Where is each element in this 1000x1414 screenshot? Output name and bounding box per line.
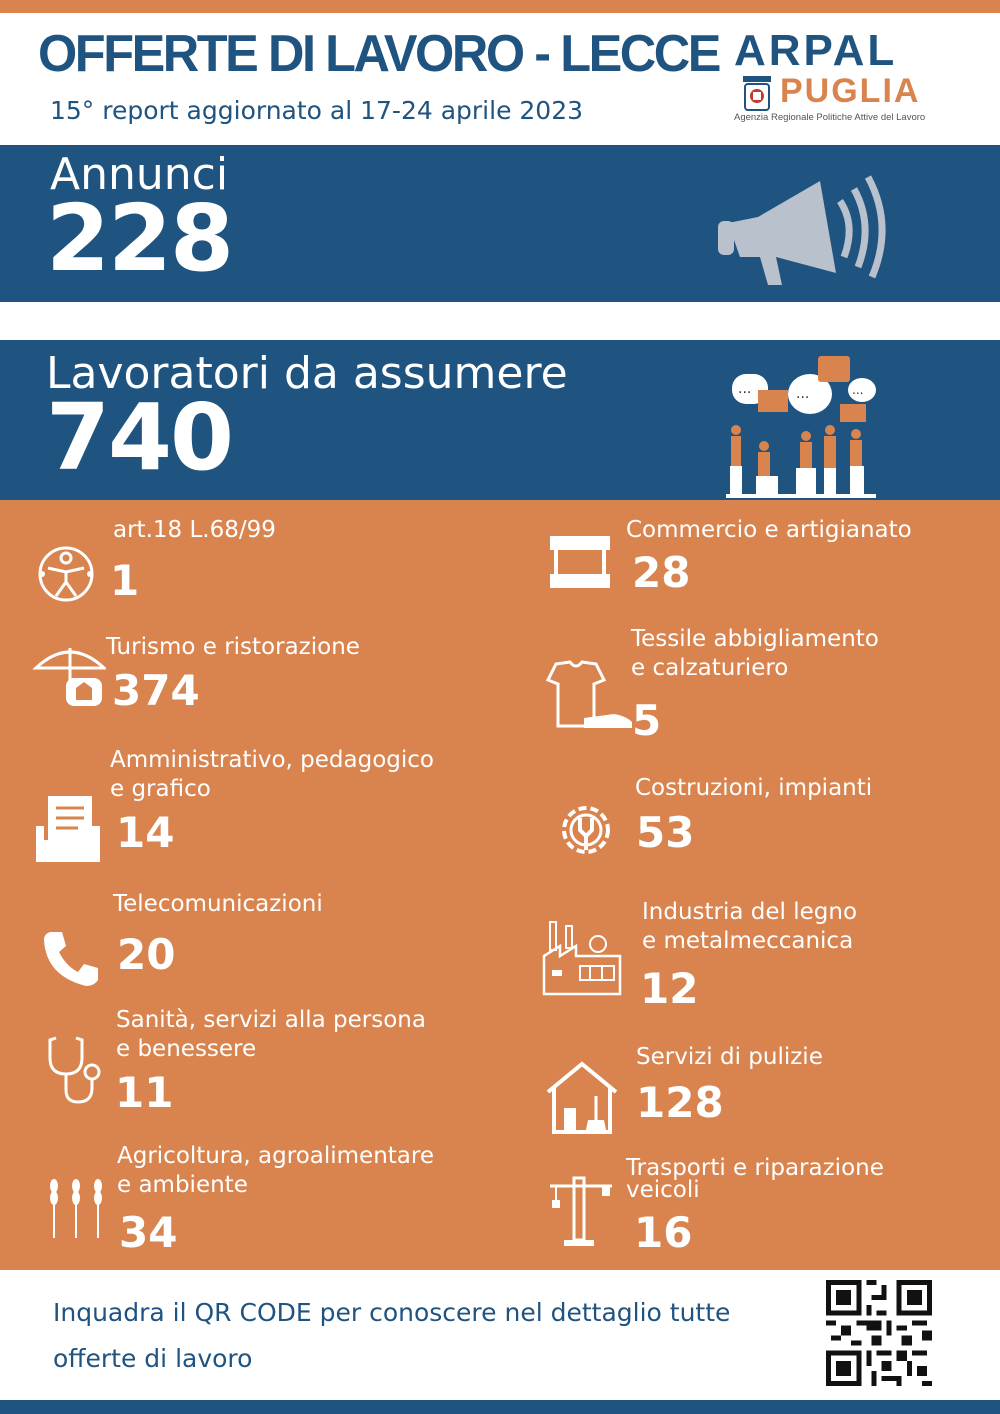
crane-icon [550,1176,612,1246]
category-label-commercio: Commercio e artigianato [626,517,912,543]
people-chat-icon: ... ... ... [726,356,876,498]
category-value-art18: 1 [110,556,140,605]
category-label-trasporti: Trasporti e riparazione veicoli [626,1155,884,1203]
category-label-tessile: Tessile abbigliamento e calzaturiero [631,626,879,681]
category-value-telecomunicazioni: 20 [117,930,176,979]
category-label-art18: art.18 L.68/99 [113,517,276,543]
category-value-agricoltura: 34 [119,1208,178,1257]
category-label-amministrativo: Amministrativo, pedagogico e grafico [110,747,434,802]
category-label-sanita: Sanità, servizi alla persona e benessere [116,1007,426,1062]
category-label-costruzioni: Costruzioni, impianti [635,775,873,801]
category-value-pulizie: 128 [636,1078,724,1127]
logo-name-bottom: PUGLIA [780,72,921,110]
accessibility-icon [38,546,94,602]
category-label-industria: Industria del legno e metalmeccanica [642,899,858,954]
shop-stall-icon [550,536,610,588]
megaphone-icon [718,175,886,285]
arpal-logo: ARPAL PUGLIA Agenzia Regionale Politiche… [728,24,928,134]
category-value-trasporti: 16 [634,1208,693,1257]
category-label-pulizie: Servizi di pulizie [636,1044,823,1070]
qr-code-icon[interactable] [826,1280,932,1386]
annunci-label: Annunci [50,149,229,200]
annunci-section: Annunci 228 [0,145,1000,302]
stethoscope-icon [48,1036,101,1104]
footer-qr-instructions: Inquadra il QR CODE per conoscere nel de… [53,1298,731,1373]
category-value-commercio: 28 [632,548,691,597]
svg-text:...: ... [796,386,809,402]
category-label-telecomunicazioni: Telecomunicazioni [113,891,323,917]
category-value-sanita: 11 [115,1068,174,1117]
category-value-amministrativo: 14 [116,808,175,857]
lavoratori-section: Lavoratori da assumere 740 ... ... ... [0,340,1000,500]
category-value-turismo: 374 [112,666,200,715]
annunci-value: 228 [46,185,234,292]
category-value-industria: 12 [640,964,699,1013]
wheat-icon [50,1179,102,1238]
beach-umbrella-icon [32,648,106,706]
category-value-costruzioni: 53 [636,808,695,857]
logo-tagline: Agenzia Regionale Politiche Attive del L… [734,112,926,123]
svg-text:...: ... [738,381,751,397]
logo-name-top: ARPAL [734,26,898,75]
puglia-emblem-icon [743,76,771,111]
phone-icon [44,932,98,986]
lavoratori-value: 740 [46,384,234,491]
document-tray-icon [36,796,100,862]
bottom-stripe [0,1400,1000,1414]
category-label-agricoltura: Agricoltura, agroalimentare e ambiente [117,1143,434,1198]
categories-panel: art.18 L.68/99 1 Commercio e artigianato… [0,500,1000,1270]
page-title: OFFERTE DI LAVORO - LECCE [38,25,721,83]
tshirt-shoe-icon [545,660,632,728]
category-label-turismo: Turismo e ristorazione [106,634,360,660]
svg-text:...: ... [852,383,863,397]
top-stripe [0,0,1000,13]
category-value-tessile: 5 [632,696,662,745]
lavoratori-label: Lavoratori da assumere [46,348,568,399]
gear-wrench-icon [562,806,610,854]
house-cleaning-icon [546,1061,618,1134]
factory-icon [542,921,622,996]
page-subtitle: 15° report aggiornato al 17-24 aprile 20… [50,96,584,125]
